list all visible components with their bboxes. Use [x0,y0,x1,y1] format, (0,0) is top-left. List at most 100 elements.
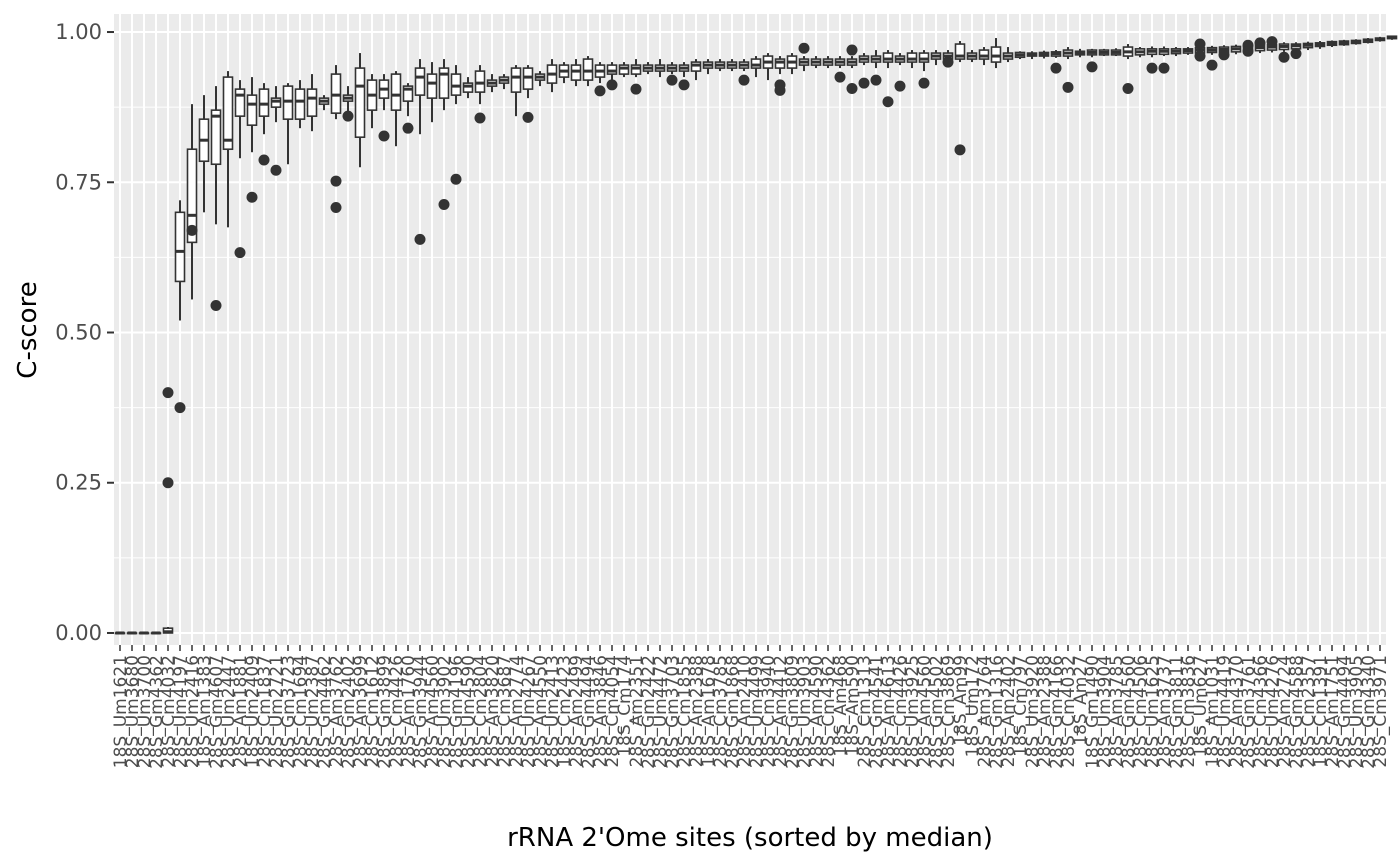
x-tick-label: 28S_Gm3723 [279,655,299,769]
box-0 [114,631,126,635]
outlier-point [1218,49,1230,61]
x-tick-label: 28S_Am3764 [975,655,995,767]
box-52 [738,59,750,86]
outlier-point [258,154,270,166]
outlier-point [246,191,258,203]
x-tick-label: 28S_Gm3761 [1239,655,1259,769]
box-104 [1362,38,1374,44]
y-axis-title: C-score [13,281,43,378]
box-series [114,35,1398,635]
box-67 [918,50,930,89]
box-100 [1314,41,1326,49]
outlier-point [1242,45,1254,57]
x-tick-label: 28S_Gm3944 [411,655,431,769]
box-iqr [954,43,966,60]
x-tick-label: 28S_Am4370 [1227,655,1247,767]
outlier-point [606,79,618,91]
box-10 [234,80,246,259]
box-97 [1278,42,1290,63]
plot-panel [114,14,1386,645]
x-tick-label: 28S_Am4560 [915,655,935,767]
x-tick-label: 28S_Am4412 [771,655,791,767]
box-99 [1302,41,1314,51]
x-tick-label: 28S_Cm3785 [711,655,731,768]
box-iqr [750,58,762,69]
box-50 [714,59,726,72]
box-93 [1230,44,1242,55]
outlier-point [1050,62,1062,74]
box-iqr [462,82,474,93]
box-34 [522,65,534,123]
x-tick-label: 28S_Gm4494 [1335,655,1355,769]
box-43 [630,59,642,95]
box-1 [126,631,138,635]
x-tick-label: 28S_Gm4362 [147,655,167,769]
box-64 [882,50,894,108]
outlier-point [186,224,198,236]
box-47 [678,62,690,91]
outlier-point [666,74,678,86]
x-tick-label: 18S_Am590 [843,655,863,757]
outlier-point [1254,37,1266,49]
x-tick-label: 28S_Am2774 [507,655,527,767]
x-tick-label: 28S_Um1625 [1143,655,1163,768]
x-tick-label: 18S_Um627 [1191,655,1211,757]
x-tick-label: 28S_Um4499 [747,655,767,768]
outlier-point [630,83,642,95]
box-iqr [234,88,246,117]
x-tick-label: 28S_Um3905 [1347,655,1367,768]
y-tick-label: 0.75 [55,170,102,194]
box-iqr [426,73,438,99]
x-tick-label: 28S_Cm3687 [495,655,515,768]
outlier-point [882,96,894,108]
box-66 [906,50,918,69]
x-tick-label: 18S_Am27 [1071,655,1091,746]
x-tick-label: 28S_Cm4426 [387,655,407,768]
box-72 [978,47,990,66]
x-tick-label: 28S_Cm1837 [255,655,275,768]
x-tick-label: 28S_Cm1855 [675,655,695,768]
box-2 [138,631,150,635]
x-tick-label: 28S_Gm4462 [315,655,335,769]
x-tick-label: 28S_Um3700 [135,655,155,768]
box-54 [762,53,774,81]
box-106 [1386,35,1398,40]
outlier-point [954,144,966,156]
box-24 [402,83,414,134]
box-26 [426,62,438,123]
box-89 [1182,47,1194,55]
box-73 [990,38,1002,69]
box-iqr [570,64,582,81]
x-tick-label: 28S_Cm1612 [363,655,383,768]
box-iqr [390,73,402,111]
x-tick-label: 28S_Gm4607 [207,655,227,769]
box-32 [498,74,510,90]
x-tick-label: 28S_Gm3809 [783,655,803,769]
outlier-point [1086,61,1098,73]
box-iqr [618,64,630,75]
box-49 [702,59,714,75]
box-iqr [438,67,450,99]
box-91 [1206,45,1218,71]
box-iqr [294,88,306,120]
outlier-point [270,164,282,176]
box-88 [1170,47,1182,57]
x-tick-label: 28S_Am4613 [879,655,899,767]
outlier-point [1266,36,1278,48]
x-tick-label: 28S_Am4550 [531,655,551,767]
box-60 [834,56,846,83]
x-tick-label: 28S_Um3925 [903,655,923,768]
outlier-point [402,122,414,134]
box-102 [1338,39,1350,46]
x-tick-label: 28S_Um4197 [171,655,191,768]
x-tick-label: 18S_Am468 [831,655,851,757]
box-iqr [906,52,918,63]
outlier-point [162,387,174,399]
outlier-point [846,83,858,95]
x-tick-label: 28S_Gm4340 [1359,655,1379,769]
x-tick-label: 28S_Am3762 [327,655,347,767]
box-35 [534,71,546,87]
x-tick-label: 28S_Gm3811 [1167,655,1187,769]
x-tick-label: 28S_Am2499 [567,655,587,767]
box-48 [690,59,702,81]
